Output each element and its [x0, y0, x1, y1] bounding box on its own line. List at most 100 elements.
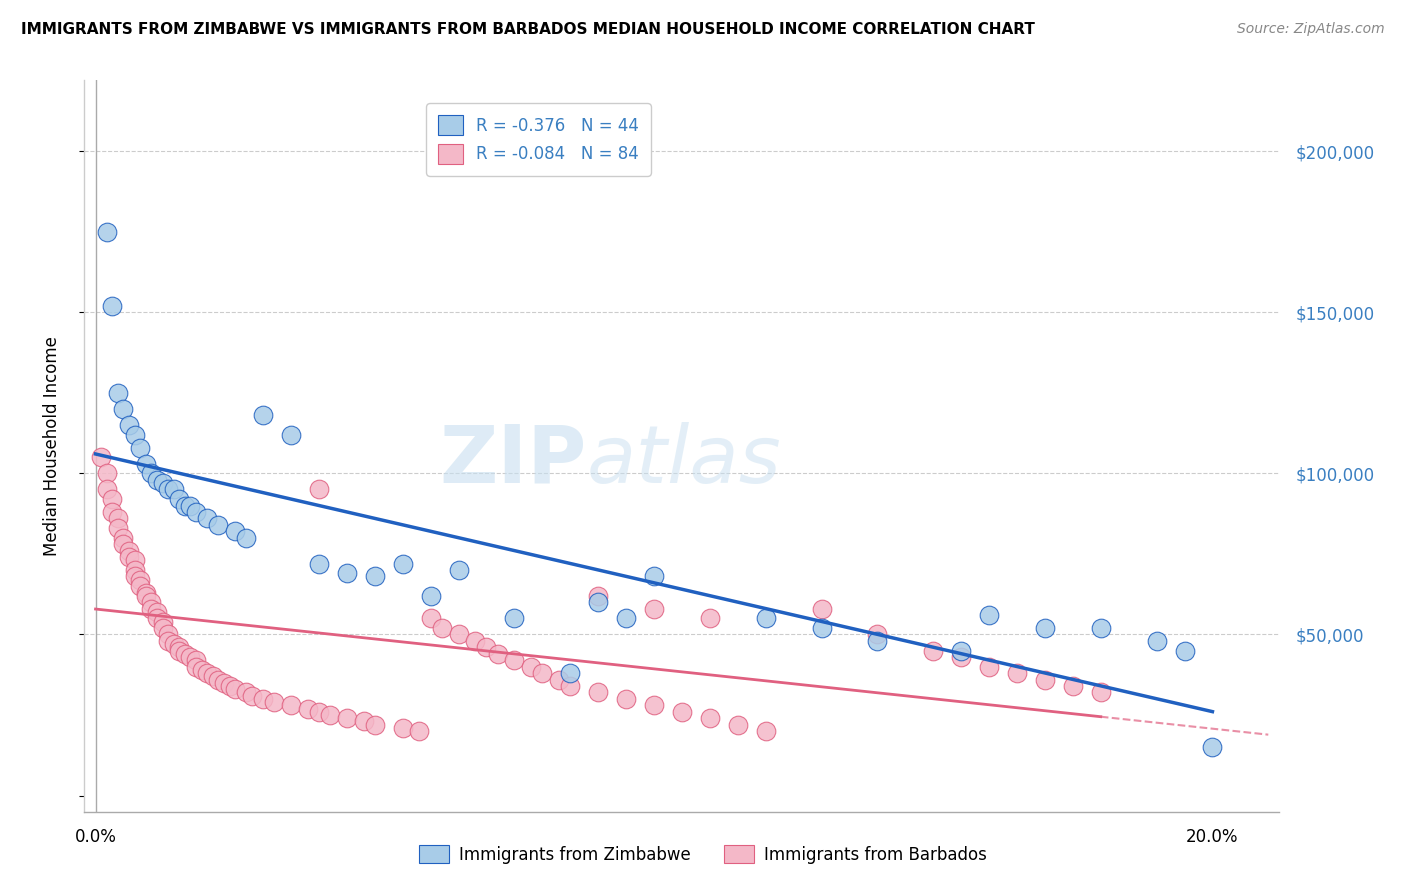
Immigrants from Barbados [699, 611, 721, 625]
Immigrants from Barbados [560, 679, 582, 693]
Immigrants from Barbados [531, 666, 554, 681]
Immigrants from Barbados [586, 685, 609, 699]
Text: Source: ZipAtlas.com: Source: ZipAtlas.com [1237, 22, 1385, 37]
Immigrants from Barbados [922, 643, 945, 657]
Immigrants from Barbados [101, 505, 124, 519]
Immigrants from Zimbabwe [1146, 634, 1168, 648]
Immigrants from Barbados [96, 483, 118, 497]
Immigrants from Barbados [950, 650, 973, 665]
Immigrants from Zimbabwe [419, 589, 441, 603]
Immigrants from Barbados [1090, 685, 1112, 699]
Immigrants from Zimbabwe [643, 569, 665, 583]
Immigrants from Barbados [699, 711, 721, 725]
Immigrants from Zimbabwe [560, 666, 582, 681]
Immigrants from Barbados [141, 601, 163, 615]
Immigrants from Barbados [503, 653, 526, 667]
Immigrants from Zimbabwe [1173, 643, 1195, 657]
Immigrants from Barbados [252, 692, 274, 706]
Y-axis label: Median Household Income: Median Household Income [42, 336, 60, 556]
Immigrants from Barbados [207, 673, 229, 687]
Immigrants from Barbados [391, 721, 413, 735]
Immigrants from Barbados [727, 717, 749, 731]
Immigrants from Barbados [755, 724, 778, 739]
Immigrants from Zimbabwe [129, 441, 152, 455]
Immigrants from Barbados [96, 467, 118, 481]
Immigrants from Barbados [224, 682, 246, 697]
Immigrants from Zimbabwe [135, 457, 157, 471]
Immigrants from Zimbabwe [586, 595, 609, 609]
Immigrants from Barbados [179, 650, 201, 665]
Immigrants from Barbados [169, 640, 191, 655]
Immigrants from Zimbabwe [124, 427, 146, 442]
Immigrants from Zimbabwe [169, 492, 191, 507]
Immigrants from Barbados [419, 611, 441, 625]
Immigrants from Zimbabwe [810, 621, 832, 635]
Immigrants from Zimbabwe [1033, 621, 1056, 635]
Immigrants from Barbados [124, 563, 146, 577]
Immigrants from Zimbabwe [1090, 621, 1112, 635]
Immigrants from Barbados [486, 647, 509, 661]
Immigrants from Zimbabwe [503, 611, 526, 625]
Immigrants from Zimbabwe [1201, 740, 1223, 755]
Immigrants from Zimbabwe [118, 418, 141, 433]
Legend: R = -0.376   N = 44, R = -0.084   N = 84: R = -0.376 N = 44, R = -0.084 N = 84 [426, 103, 651, 176]
Immigrants from Barbados [263, 695, 285, 709]
Immigrants from Barbados [235, 685, 257, 699]
Immigrants from Barbados [319, 708, 342, 723]
Immigrants from Zimbabwe [308, 557, 330, 571]
Immigrants from Barbados [408, 724, 430, 739]
Immigrants from Barbados [157, 627, 180, 641]
Immigrants from Barbados [643, 601, 665, 615]
Immigrants from Barbados [129, 579, 152, 593]
Immigrants from Barbados [101, 492, 124, 507]
Immigrants from Barbados [1062, 679, 1084, 693]
Immigrants from Barbados [520, 659, 543, 673]
Immigrants from Zimbabwe [184, 505, 207, 519]
Immigrants from Barbados [152, 621, 174, 635]
Text: ZIP: ZIP [439, 422, 586, 500]
Immigrants from Zimbabwe [163, 483, 186, 497]
Immigrants from Barbados [124, 569, 146, 583]
Immigrants from Zimbabwe [866, 634, 889, 648]
Immigrants from Barbados [464, 634, 486, 648]
Immigrants from Barbados [112, 537, 135, 551]
Immigrants from Barbados [212, 676, 235, 690]
Immigrants from Zimbabwe [614, 611, 637, 625]
Immigrants from Zimbabwe [977, 608, 1000, 623]
Immigrants from Barbados [364, 717, 387, 731]
Immigrants from Barbados [135, 585, 157, 599]
Immigrants from Barbados [240, 689, 263, 703]
Immigrants from Barbados [190, 663, 212, 677]
Immigrants from Barbados [90, 450, 112, 465]
Immigrants from Barbados [107, 511, 129, 525]
Immigrants from Zimbabwe [107, 385, 129, 400]
Immigrants from Zimbabwe [207, 518, 229, 533]
Immigrants from Barbados [218, 679, 240, 693]
Immigrants from Barbados [280, 698, 302, 713]
Immigrants from Zimbabwe [157, 483, 180, 497]
Legend: Immigrants from Zimbabwe, Immigrants from Barbados: Immigrants from Zimbabwe, Immigrants fro… [412, 838, 994, 871]
Immigrants from Barbados [353, 714, 375, 729]
Immigrants from Zimbabwe [336, 566, 359, 581]
Immigrants from Zimbabwe [141, 467, 163, 481]
Immigrants from Zimbabwe [195, 511, 218, 525]
Immigrants from Barbados [112, 531, 135, 545]
Immigrants from Barbados [141, 595, 163, 609]
Immigrants from Barbados [107, 521, 129, 535]
Immigrants from Zimbabwe [152, 476, 174, 491]
Immigrants from Zimbabwe [179, 499, 201, 513]
Immigrants from Zimbabwe [235, 531, 257, 545]
Immigrants from Zimbabwe [101, 299, 124, 313]
Immigrants from Barbados [129, 573, 152, 587]
Immigrants from Barbados [548, 673, 571, 687]
Immigrants from Barbados [308, 705, 330, 719]
Immigrants from Barbados [195, 666, 218, 681]
Immigrants from Barbados [118, 543, 141, 558]
Immigrants from Barbados [201, 669, 224, 683]
Immigrants from Zimbabwe [224, 524, 246, 539]
Immigrants from Barbados [336, 711, 359, 725]
Immigrants from Barbados [977, 659, 1000, 673]
Immigrants from Barbados [157, 634, 180, 648]
Immigrants from Barbados [152, 615, 174, 629]
Immigrants from Barbados [1033, 673, 1056, 687]
